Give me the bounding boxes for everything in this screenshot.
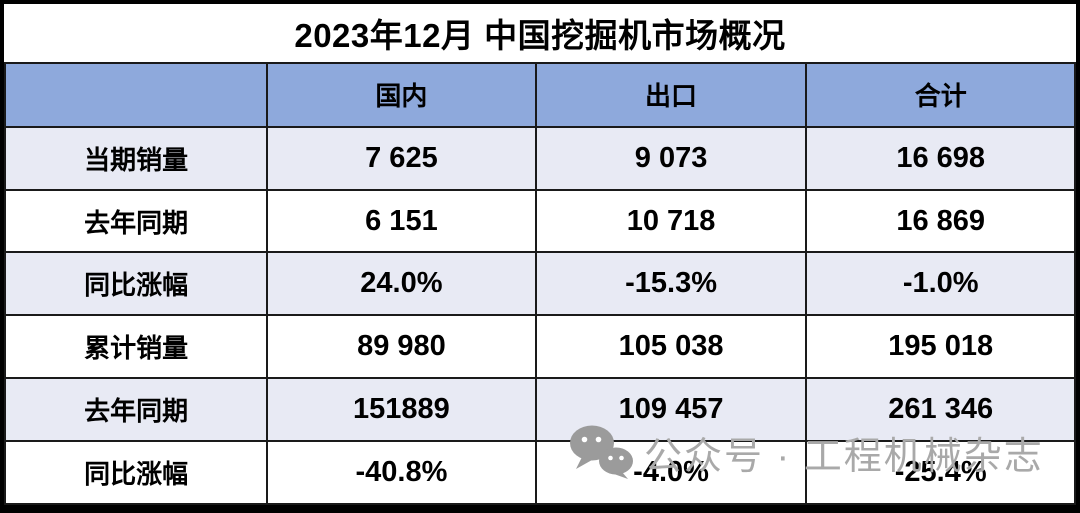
table-row-cumulative-sales: 累计销量 89 980 105 038 195 018 bbox=[3, 314, 1076, 380]
cell-value: 89 980 bbox=[266, 314, 537, 380]
cell-value: 16 869 bbox=[805, 188, 1076, 254]
cell-value: 109 457 bbox=[534, 377, 808, 443]
row-label: 去年同期 bbox=[3, 188, 269, 254]
cell-value: 10 718 bbox=[534, 188, 808, 254]
table-row-yoy-change: 同比涨幅 24.0% -15.3% -1.0% bbox=[3, 251, 1076, 317]
cell-value: -1.0% bbox=[805, 251, 1076, 317]
row-label: 去年同期 bbox=[3, 377, 269, 443]
cell-value: -40.8% bbox=[266, 440, 537, 505]
column-header-empty bbox=[3, 61, 269, 128]
row-label: 同比涨幅 bbox=[3, 440, 269, 505]
cell-value: -4.0% bbox=[534, 440, 808, 505]
cell-value: 9 073 bbox=[534, 125, 808, 191]
table-row-last-year-same-period: 去年同期 6 151 10 718 16 869 bbox=[3, 188, 1076, 254]
excavator-market-table: 2023年12月 中国挖掘机市场概况 国内 出口 合计 当期销量 7 625 9… bbox=[3, 4, 1076, 505]
cell-value: 151889 bbox=[266, 377, 537, 443]
row-label: 同比涨幅 bbox=[3, 251, 269, 317]
table-row-cumulative-yoy-change: 同比涨幅 -40.8% -4.0% -25.4% bbox=[3, 440, 1076, 505]
row-label: 当期销量 bbox=[3, 125, 269, 191]
row-label: 累计销量 bbox=[3, 314, 269, 380]
cell-value: 195 018 bbox=[805, 314, 1076, 380]
cell-value: 16 698 bbox=[805, 125, 1076, 191]
cell-value: 105 038 bbox=[534, 314, 808, 380]
table-title-row: 2023年12月 中国挖掘机市场概况 bbox=[5, 4, 1075, 64]
column-header-row: 国内 出口 合计 bbox=[3, 61, 1076, 128]
table-row-current-sales: 当期销量 7 625 9 073 16 698 bbox=[3, 125, 1076, 191]
cell-value: 24.0% bbox=[266, 251, 537, 317]
cell-value: 7 625 bbox=[266, 125, 537, 191]
column-header-export: 出口 bbox=[534, 61, 808, 128]
column-header-domestic: 国内 bbox=[266, 61, 537, 128]
cell-value: -15.3% bbox=[534, 251, 808, 317]
page-title: 2023年12月 中国挖掘机市场概况 bbox=[5, 4, 1075, 64]
cell-value: 261 346 bbox=[805, 377, 1076, 443]
column-header-total: 合计 bbox=[805, 61, 1076, 128]
cell-value: 6 151 bbox=[266, 188, 537, 254]
cell-value: -25.4% bbox=[805, 440, 1076, 505]
table-row-cumulative-last-year: 去年同期 151889 109 457 261 346 bbox=[3, 377, 1076, 443]
